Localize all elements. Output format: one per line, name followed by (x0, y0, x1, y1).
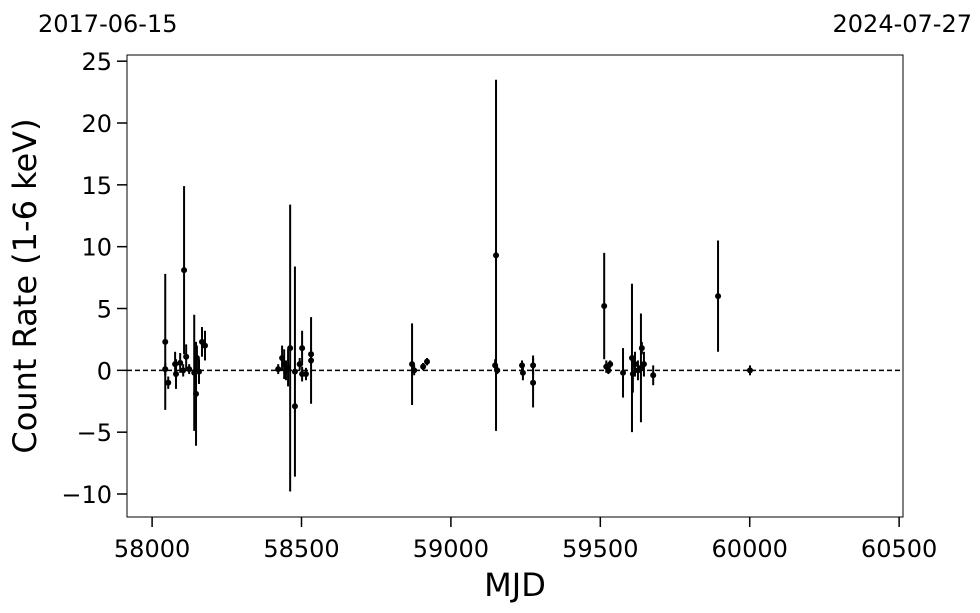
data-point (275, 366, 282, 373)
x-tick-label: 59000 (413, 535, 489, 563)
data-point (181, 267, 188, 274)
data-point (607, 361, 614, 368)
data-point (493, 252, 500, 259)
y-tick-label: 5 (97, 296, 112, 324)
data-point (640, 361, 647, 368)
data-point (638, 345, 645, 352)
y-tick-label: 10 (81, 234, 112, 262)
end-date: 2024-07-27 (833, 10, 972, 38)
data-point (308, 351, 315, 358)
y-tick-label: 25 (81, 48, 112, 76)
y-tick-label: −10 (61, 481, 112, 509)
data-point (605, 367, 612, 374)
plot-frame (126, 54, 904, 518)
data-point (601, 303, 608, 310)
y-axis-label: Count Rate (1-6 keV) (6, 118, 44, 453)
data-point (183, 353, 190, 360)
data-point (173, 371, 180, 378)
y-tick-label: 0 (97, 357, 112, 385)
data-point (162, 366, 169, 373)
data-point (291, 368, 298, 375)
data-point (180, 367, 187, 374)
x-tick-label: 60000 (712, 535, 788, 563)
x-tick-label: 58000 (114, 535, 190, 563)
data-point (420, 363, 427, 370)
data-point (620, 369, 627, 376)
data-point (196, 368, 203, 375)
y-tick-label: −5 (77, 419, 112, 447)
x-axis-label: MJD (484, 566, 546, 604)
data-point (177, 359, 184, 366)
data-point (299, 345, 306, 352)
data-point (631, 361, 638, 368)
start-date: 2017-06-15 (38, 10, 177, 38)
y-tick-label: 20 (81, 110, 112, 138)
x-tick-label: 59500 (562, 535, 638, 563)
x-tick-label: 60500 (861, 535, 937, 563)
data-point (165, 379, 172, 386)
data-point (201, 342, 208, 349)
data-point (411, 367, 418, 374)
x-tick-label: 58500 (263, 535, 339, 563)
y-tick-label: 15 (81, 172, 112, 200)
data-point (747, 367, 754, 374)
data-point (650, 372, 657, 379)
data-point (519, 369, 526, 376)
data-point (715, 293, 722, 300)
data-point (193, 390, 200, 397)
data-point (530, 379, 537, 386)
data-point (302, 371, 309, 378)
data-point (424, 358, 431, 365)
data-point (285, 364, 292, 371)
data-point (494, 367, 501, 374)
data-point (162, 338, 169, 345)
data-point (186, 366, 193, 373)
